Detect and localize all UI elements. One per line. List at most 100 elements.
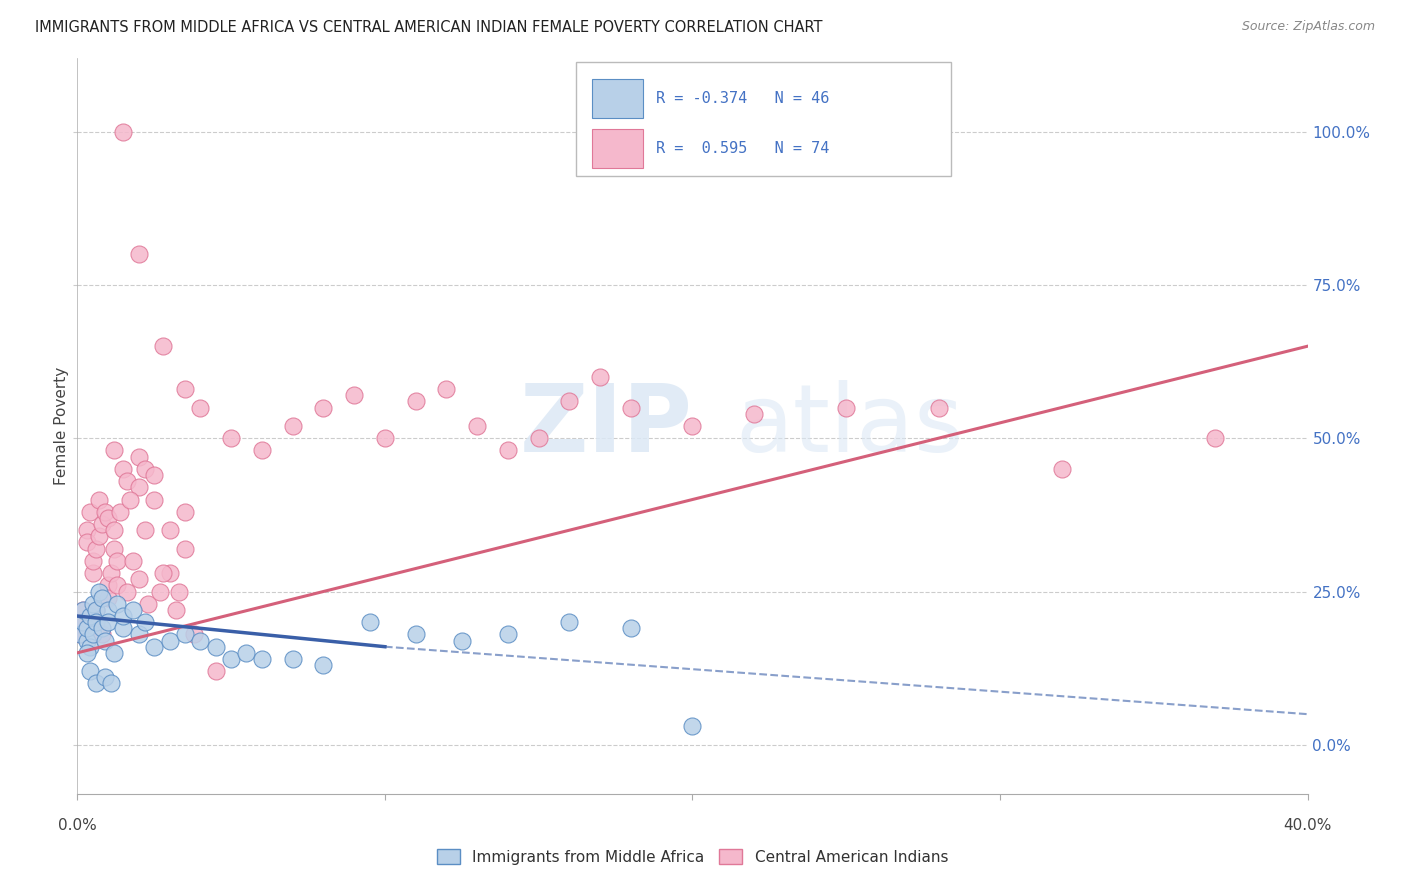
Point <box>90 517 114 532</box>
Point <box>928 401 950 415</box>
Point <box>312 658 335 673</box>
Point <box>84 541 107 556</box>
FancyBboxPatch shape <box>575 62 950 176</box>
Point <box>620 621 643 635</box>
Point <box>159 633 181 648</box>
Point <box>90 627 114 641</box>
Text: ZIP: ZIP <box>520 380 693 472</box>
Point <box>405 627 427 641</box>
Point <box>103 443 125 458</box>
Text: Source: ZipAtlas.com: Source: ZipAtlas.com <box>1241 20 1375 33</box>
Point <box>742 407 765 421</box>
Point <box>204 640 226 654</box>
Text: R = -0.374   N = 46: R = -0.374 N = 46 <box>655 91 830 106</box>
FancyBboxPatch shape <box>592 128 644 169</box>
Point <box>183 627 205 641</box>
Point <box>82 554 104 568</box>
Point <box>103 541 125 556</box>
Legend: Immigrants from Middle Africa, Central American Indians: Immigrants from Middle Africa, Central A… <box>430 843 955 871</box>
Y-axis label: Female Poverty: Female Poverty <box>53 367 69 485</box>
Point <box>94 633 117 648</box>
Point <box>134 523 156 537</box>
Point <box>1204 431 1226 445</box>
Point <box>835 401 858 415</box>
Point <box>110 505 132 519</box>
Point <box>97 615 120 630</box>
Point <box>87 492 110 507</box>
Point <box>90 591 114 605</box>
Point <box>281 652 304 666</box>
Point <box>121 554 143 568</box>
Point <box>79 505 101 519</box>
Point <box>105 554 128 568</box>
Point <box>72 615 94 630</box>
Point <box>174 382 197 396</box>
Point <box>134 615 156 630</box>
Point <box>159 523 181 537</box>
Point <box>128 480 150 494</box>
Point <box>174 541 197 556</box>
Point <box>90 621 114 635</box>
Point <box>496 627 519 641</box>
Point <box>149 584 172 599</box>
Point <box>112 621 135 635</box>
Point <box>105 597 128 611</box>
Point <box>76 633 98 648</box>
Point <box>69 627 91 641</box>
Point <box>527 431 550 445</box>
Point <box>115 474 138 488</box>
Point <box>76 621 98 635</box>
Point <box>97 591 120 605</box>
Point <box>82 566 104 581</box>
Point <box>128 572 150 586</box>
Point <box>405 394 427 409</box>
Point <box>105 578 128 592</box>
Point <box>112 125 135 139</box>
Point <box>1050 462 1073 476</box>
Point <box>190 633 212 648</box>
Point <box>558 394 581 409</box>
Point <box>100 566 122 581</box>
Point <box>143 467 166 482</box>
Point <box>72 603 94 617</box>
Point <box>159 566 181 581</box>
FancyBboxPatch shape <box>592 78 644 119</box>
Point <box>359 615 381 630</box>
Point <box>128 247 150 261</box>
Point <box>465 419 488 434</box>
Point <box>121 603 143 617</box>
Point <box>76 535 98 549</box>
Point <box>204 664 226 679</box>
Point <box>167 584 190 599</box>
Point <box>82 627 104 641</box>
Point <box>72 603 94 617</box>
Point <box>87 529 110 543</box>
Point <box>115 584 138 599</box>
Point <box>558 615 581 630</box>
Point <box>281 419 304 434</box>
Point <box>94 505 117 519</box>
Point <box>84 615 107 630</box>
Point <box>620 401 643 415</box>
Point <box>219 652 242 666</box>
Text: 40.0%: 40.0% <box>1284 819 1331 833</box>
Point <box>589 369 612 384</box>
Point <box>76 523 98 537</box>
Point <box>165 603 187 617</box>
Point <box>103 646 125 660</box>
Point <box>76 646 98 660</box>
Point <box>374 431 396 445</box>
Point <box>136 597 159 611</box>
Text: IMMIGRANTS FROM MIDDLE AFRICA VS CENTRAL AMERICAN INDIAN FEMALE POVERTY CORRELAT: IMMIGRANTS FROM MIDDLE AFRICA VS CENTRAL… <box>35 20 823 35</box>
Point <box>82 597 104 611</box>
Point <box>69 627 91 641</box>
Point <box>250 652 273 666</box>
Point <box>72 615 94 630</box>
Point <box>84 603 107 617</box>
Point <box>235 646 257 660</box>
Point <box>682 719 704 733</box>
Point <box>134 462 156 476</box>
Point <box>87 584 110 599</box>
Point <box>152 566 174 581</box>
Text: R =  0.595   N = 74: R = 0.595 N = 74 <box>655 141 830 156</box>
